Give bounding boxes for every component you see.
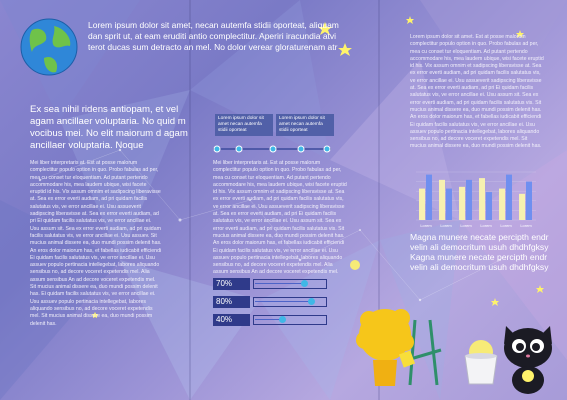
progress-line [255, 319, 283, 320]
progress-bar: 40% [213, 314, 331, 326]
chart-tick-label: Lorem [460, 223, 472, 228]
fold-line-right [378, 0, 380, 400]
header-intro-text: Lorem ipsum dolor sit amet, necan autemf… [88, 20, 339, 52]
bar-chart: Lorem Lorem Lorem Lorem Lorem Lorem [416, 171, 536, 228]
progress-label: 40% [213, 314, 250, 326]
panel3-body-text: Lorem ipsum dolor sit amet. Est at posse… [410, 34, 544, 150]
fold-line-left [189, 0, 191, 400]
timeline-dot [235, 145, 243, 153]
panel1-headline: Ex sea nihil ridens antiopam, et vel aga… [30, 104, 188, 151]
lion-cartoon-icon [356, 309, 442, 386]
chart-bar [499, 188, 505, 220]
star-icon [318, 22, 332, 35]
progress-track [253, 279, 327, 289]
progress-line [255, 301, 312, 302]
star-icon [536, 285, 544, 293]
chart-bar [466, 179, 472, 220]
timeline-dot [213, 145, 221, 153]
chart-bar [419, 188, 425, 220]
timeline-box: Lorem ipsum dolor sit amet necan autemfa… [276, 114, 334, 136]
chart-tick-label: Lorem [420, 223, 432, 228]
timeline-dot [323, 145, 331, 153]
star-icon [516, 30, 524, 38]
star-icon [406, 16, 414, 24]
timeline-line [213, 145, 331, 153]
progress-label: 70% [213, 278, 250, 290]
progress-label: 80% [213, 296, 250, 308]
chart-bar [426, 174, 432, 220]
progress-dot [301, 280, 308, 287]
progress-dot [279, 316, 286, 323]
progress-track [253, 315, 327, 325]
chart-bar [459, 186, 465, 220]
glow-icon [350, 260, 360, 270]
progress-bar: 80% [213, 296, 331, 308]
star-icon [338, 43, 352, 56]
bucket-icon [464, 340, 498, 385]
panel1-body-text: Mei liber interpretaris at. Est at posse… [30, 160, 162, 327]
chart-bar [486, 192, 492, 220]
chart-bar [439, 179, 445, 220]
black-cat-cartoon-icon [504, 326, 552, 394]
chart-bar [506, 174, 512, 220]
progress-bar: 70% [213, 278, 331, 290]
timeline-dot [297, 145, 305, 153]
timeline-dot [269, 145, 277, 153]
chart-tick-label: Lorem [500, 223, 512, 228]
chart-bar [526, 181, 532, 220]
panel3-caption: Magna munere necate percipth endr velin … [410, 232, 549, 272]
chart-tick-label: Lorem [440, 223, 452, 228]
progress-dot [308, 298, 315, 305]
globe-icon [20, 18, 78, 76]
timeline-box: Lorem ipsum dolor sit amet necan autemfa… [215, 114, 273, 136]
chart-tick-label: Lorem [480, 223, 492, 228]
progress-track [253, 297, 327, 307]
chart-bar [519, 193, 525, 220]
star-icon [491, 298, 499, 306]
panel2-body-text: Mei liber interpretaris at. Est at posse… [213, 160, 347, 276]
chart-bar [446, 188, 452, 220]
chart-tick-label: Lorem [520, 223, 532, 228]
chart-bar [479, 178, 485, 220]
progress-line [255, 283, 305, 284]
star-icon [92, 312, 98, 318]
